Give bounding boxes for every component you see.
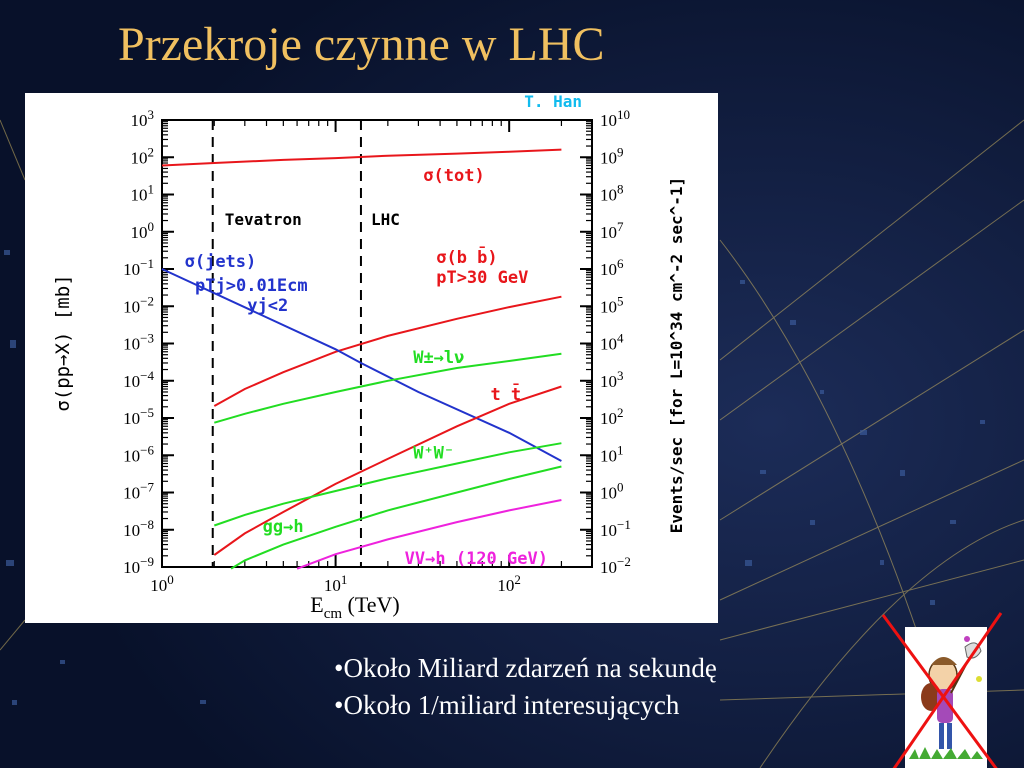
series-line-ww	[213, 442, 562, 527]
series-line-jets	[161, 268, 562, 462]
crossed-out-cartoon-image	[881, 612, 1003, 768]
series-line-tt	[213, 385, 562, 556]
label-ttbar: t t̄	[490, 382, 521, 405]
y-tick-label-left: 100	[131, 219, 155, 242]
slide-title: Przekroje czynne w LHC	[118, 18, 605, 71]
y-tick-label-left: 103	[131, 107, 155, 130]
y-tick-label-right: 10−1	[600, 517, 631, 540]
y-tick-label-right: 109	[600, 144, 624, 167]
chart-credit: T. Han	[524, 93, 582, 111]
y-tick-label-left: 10−1	[123, 256, 154, 279]
vline-label-tevatron: Tevatron	[225, 210, 302, 229]
y-tick-label-left: 10−8	[123, 517, 154, 540]
label-jets-pt-cut: pTj>0.01Ecm	[195, 276, 308, 296]
y-tick-label-right: 105	[600, 293, 624, 316]
y-tick-label-right: 104	[600, 331, 624, 354]
y-tick-label-left: 10−7	[123, 480, 154, 503]
y-tick-label-right: 106	[600, 256, 624, 279]
series-line-tot	[161, 148, 562, 167]
bullet-item-2: •Około 1/miliard interesujących	[334, 690, 680, 720]
y-tick-label-right: 1010	[600, 107, 630, 130]
label-sigma-bb: σ(b b̄)	[436, 245, 497, 268]
y-tick-label-left: 10−9	[123, 554, 154, 577]
y-tick-label-right: 108	[600, 182, 624, 205]
label-jets-y-cut: yj<2	[247, 296, 288, 316]
cross-section-chart: 103 1010 102 109 101 108 100 107 10−1 106 10−2 105 1…	[25, 93, 718, 623]
chart-svg: 103 1010 102 109 101 108 100 107 10−1 106 10−2 105 1…	[52, 93, 686, 622]
y-axis-label: σ(pp→X) [mb]	[52, 274, 74, 411]
plot-frame	[161, 119, 593, 568]
y-tick-label-left: 10−3	[123, 331, 154, 354]
y-tick-label-left: 10−5	[123, 405, 154, 428]
label-bb-pt-cut: pT>30 GeV	[436, 268, 528, 288]
x-axis-label: Ecm (TeV)	[310, 592, 400, 622]
y-tick-label-left: 10−4	[123, 368, 154, 391]
x-tick-label: 100	[150, 572, 174, 595]
y2-axis-label: Events/sec [for L=10^34 cm^-2 sec^-1]	[667, 177, 686, 533]
y-tick-label-left: 10−6	[123, 442, 154, 465]
y-tick-label-right: 100	[600, 480, 624, 503]
y-tick-label-right: 10−2	[600, 554, 631, 577]
label-w-lnu: W±→lν	[413, 348, 464, 368]
x-tick-label: 101	[324, 572, 348, 595]
series-line-w	[214, 352, 562, 424]
series-line-vvh	[296, 499, 562, 570]
bullet-item-1: •Około Miliard zdarzeń na sekundę	[334, 653, 717, 683]
series-line-bb	[213, 295, 562, 407]
bullet-list: •Około Miliard zdarzeń na sekundę •Około…	[334, 650, 717, 724]
label-sigma-jets: σ(jets)	[185, 252, 257, 272]
label-sigma-tot: σ(tot)	[423, 166, 484, 186]
y-tick-label-right: 101	[600, 442, 624, 465]
y-tick-label-left: 102	[131, 144, 155, 167]
vline-label-lhc: LHC	[371, 210, 400, 229]
y-tick-label-left: 101	[131, 182, 155, 205]
x-tick-label: 102	[497, 572, 521, 595]
label-ww: W⁺W⁻	[413, 443, 454, 463]
red-cross-icon	[881, 612, 1003, 768]
y-tick-label-left: 10−2	[123, 293, 154, 316]
y-tick-label-right: 103	[600, 368, 624, 391]
y-tick-label-right: 102	[600, 405, 624, 428]
series-line-ggh	[230, 465, 562, 570]
y-tick-label-right: 107	[600, 219, 624, 242]
label-gg-h: gg→h	[263, 517, 304, 537]
label-vv-h: VV→h (120 GeV)	[405, 549, 548, 569]
